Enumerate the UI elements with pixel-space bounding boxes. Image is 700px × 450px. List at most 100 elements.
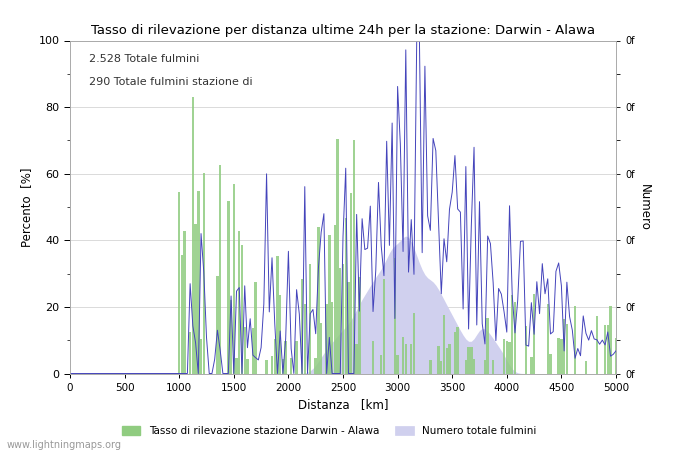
Bar	[448, 344, 451, 374]
Bar	[503, 339, 505, 374]
Bar	[232, 184, 235, 374]
Bar	[342, 264, 344, 374]
Bar	[350, 194, 352, 374]
Bar	[358, 276, 361, 374]
Bar	[402, 337, 405, 374]
Bar	[279, 295, 281, 373]
Bar	[560, 339, 563, 374]
Bar	[227, 201, 230, 374]
Bar	[511, 295, 514, 373]
Bar	[199, 339, 202, 374]
Bar	[197, 191, 199, 374]
X-axis label: Distanza   [km]: Distanza [km]	[298, 398, 389, 411]
Bar	[192, 97, 194, 374]
Bar	[604, 325, 606, 374]
Bar	[189, 332, 191, 373]
Bar	[468, 347, 470, 373]
Bar	[246, 359, 248, 374]
Bar	[609, 306, 612, 373]
Bar	[470, 347, 473, 373]
Bar	[440, 361, 442, 374]
Bar	[317, 227, 320, 374]
Bar	[216, 276, 218, 374]
Bar	[328, 234, 330, 374]
Bar	[473, 359, 475, 374]
Bar	[563, 319, 566, 374]
Bar	[438, 346, 440, 374]
Bar	[334, 225, 336, 374]
Bar	[557, 338, 560, 374]
Bar	[281, 359, 284, 374]
Bar	[202, 173, 205, 374]
Bar	[183, 231, 186, 374]
Bar	[271, 356, 273, 373]
Bar	[230, 300, 232, 373]
Bar	[492, 360, 494, 373]
Bar	[181, 255, 183, 374]
Bar	[584, 361, 587, 374]
Bar	[530, 357, 533, 374]
Bar	[295, 341, 298, 374]
Bar	[320, 323, 323, 373]
Bar	[254, 282, 257, 373]
Bar	[547, 304, 549, 374]
Y-axis label: Numero: Numero	[638, 184, 651, 230]
Bar	[508, 342, 511, 374]
Bar	[486, 318, 489, 374]
Bar	[238, 231, 241, 374]
Bar	[550, 355, 552, 374]
Bar	[445, 348, 448, 374]
Bar	[344, 217, 347, 374]
Bar	[596, 316, 598, 373]
Bar	[331, 302, 333, 373]
Bar	[339, 268, 342, 374]
Bar	[405, 344, 407, 374]
Bar	[525, 326, 527, 374]
Bar	[456, 327, 459, 374]
Bar	[353, 140, 355, 374]
Bar	[219, 165, 221, 374]
Bar	[454, 332, 456, 373]
Bar	[396, 355, 399, 374]
Bar	[195, 224, 197, 374]
Bar	[393, 258, 396, 373]
Bar	[276, 256, 279, 373]
Bar	[465, 360, 467, 374]
Title: Tasso di rilevazione per distanza ultime 24h per la stazione: Darwin - Alawa: Tasso di rilevazione per distanza ultime…	[91, 23, 595, 36]
Bar	[178, 192, 181, 374]
Bar	[566, 324, 568, 374]
Text: 2.528 Totale fulmini: 2.528 Totale fulmini	[89, 54, 200, 64]
Bar	[514, 302, 516, 374]
Bar	[309, 264, 312, 374]
Y-axis label: Percento  [%]: Percento [%]	[20, 167, 33, 247]
Bar	[413, 313, 415, 374]
Bar	[241, 245, 243, 374]
Bar	[429, 360, 432, 373]
Bar	[274, 339, 276, 374]
Text: www.lightningmaps.org: www.lightningmaps.org	[7, 440, 122, 450]
Bar	[533, 294, 536, 374]
Bar	[326, 304, 328, 374]
Bar	[443, 315, 445, 374]
Bar	[505, 341, 508, 374]
Bar	[383, 279, 385, 374]
Text: 290 Totale fulmini stazione di: 290 Totale fulmini stazione di	[89, 77, 253, 87]
Bar	[284, 341, 287, 374]
Bar	[301, 279, 303, 374]
Bar	[252, 328, 254, 373]
Bar	[235, 358, 238, 374]
Bar	[336, 139, 339, 374]
Bar	[290, 358, 293, 374]
Bar	[410, 344, 412, 374]
Bar	[615, 338, 617, 374]
Bar	[356, 344, 358, 374]
Bar	[574, 306, 576, 373]
Bar	[372, 341, 375, 373]
Bar	[380, 355, 382, 374]
Bar	[265, 360, 268, 374]
Bar	[314, 357, 317, 374]
Bar	[304, 304, 306, 374]
Legend: Tasso di rilevazione stazione Darwin - Alawa, Numero totale fulmini: Tasso di rilevazione stazione Darwin - A…	[118, 422, 540, 440]
Bar	[347, 282, 350, 373]
Bar	[244, 327, 246, 374]
